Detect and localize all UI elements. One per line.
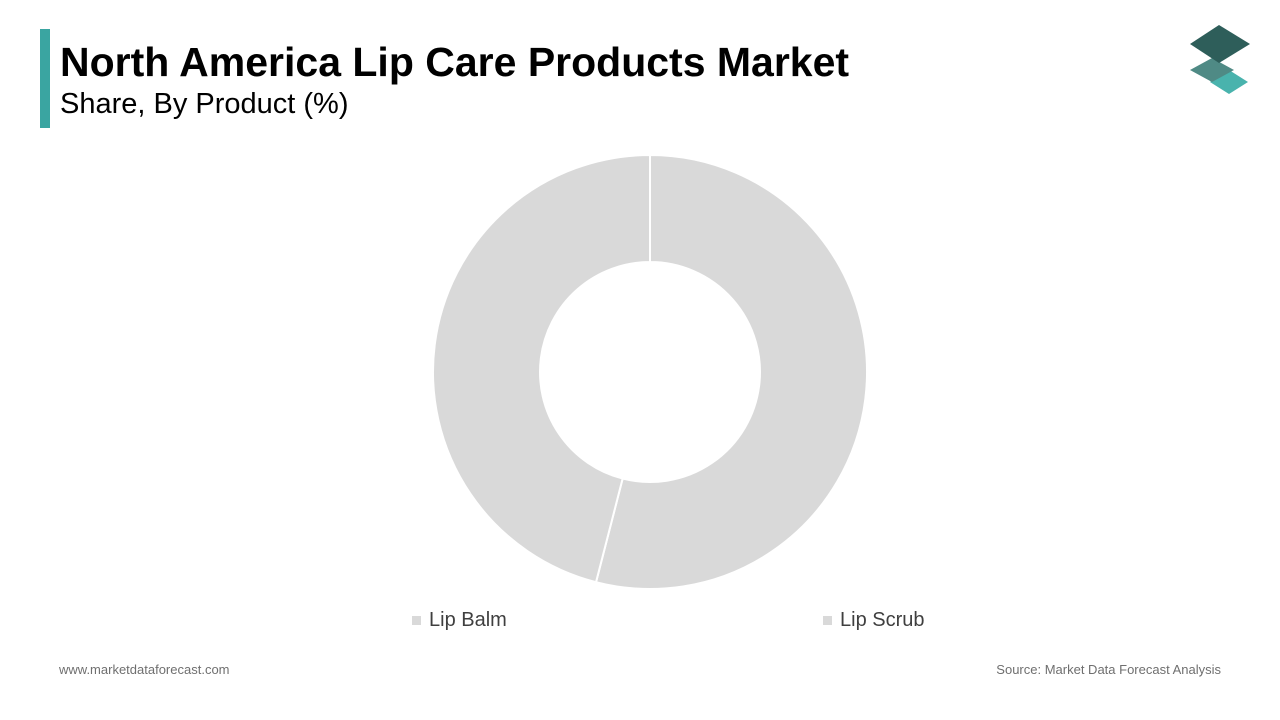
page-title: North America Lip Care Products Market: [60, 39, 850, 85]
stacked-layers-logo-icon: [1190, 25, 1250, 94]
legend-swatch-lip-scrub: [823, 615, 832, 625]
title-accent-bar: [40, 29, 50, 128]
donut-slice-lip-balm[interactable]: [594, 153, 868, 590]
donut-slice-lip-scrub[interactable]: [432, 153, 651, 584]
page-subtitle: Share, By Product (%): [60, 88, 349, 120]
legend-item-lip-balm: Lip Balm: [412, 608, 507, 632]
legend-swatch-lip-balm: [412, 615, 421, 625]
footer-source: Source: Market Data Forecast Analysis: [996, 662, 1221, 677]
legend-label-lip-balm: Lip Balm: [429, 608, 507, 631]
donut-slices: [432, 153, 868, 590]
legend-label-lip-scrub: Lip Scrub: [840, 608, 925, 631]
legend-item-lip-scrub: Lip Scrub: [823, 608, 925, 632]
footer-website[interactable]: www.marketdataforecast.com: [59, 662, 230, 677]
